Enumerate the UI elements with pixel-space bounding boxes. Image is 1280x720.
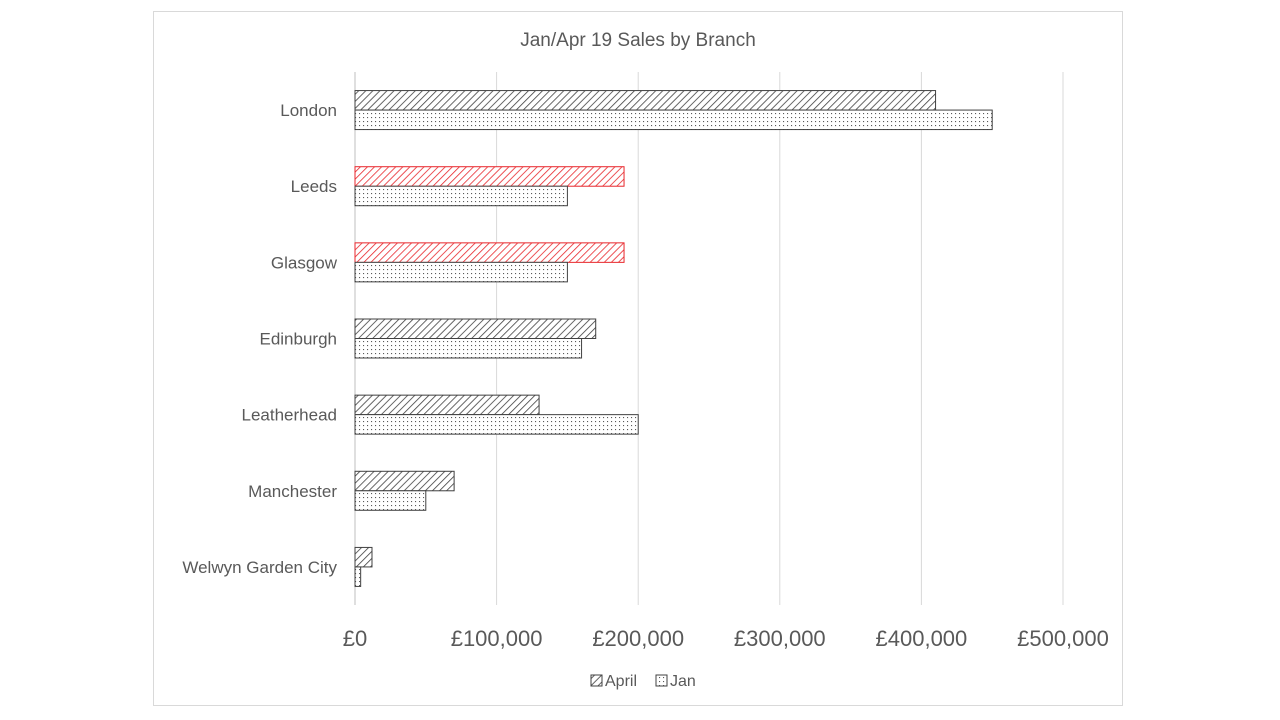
bar-jan-glasgow (354, 261, 568, 283)
bar-jan-edinburgh (354, 338, 583, 359)
bar-april-leeds (354, 166, 625, 187)
bar-jan-welwyn-garden-city (354, 566, 362, 587)
category-label: Manchester (248, 482, 337, 501)
x-tick-label: £500,000 (1017, 626, 1109, 651)
category-label: Welwyn Garden City (182, 558, 337, 577)
category-label: Glasgow (271, 253, 338, 272)
category-label: Leatherhead (242, 406, 337, 425)
bar-jan-london (354, 109, 993, 131)
bar-jan-leeds (354, 185, 568, 207)
x-tick-label: £400,000 (876, 626, 968, 651)
bar-april-leatherhead (354, 394, 540, 416)
x-tick-label: £0 (343, 626, 367, 651)
legend-label-jan: Jan (670, 673, 696, 690)
category-label: Edinburgh (259, 330, 337, 349)
bar-jan-manchester (354, 490, 427, 511)
legend-swatch-april (590, 674, 603, 687)
category-label: Leeds (291, 177, 337, 196)
legend-label-april: April (605, 673, 637, 690)
x-tick-label: £200,000 (592, 626, 684, 651)
x-tick-label: £100,000 (451, 626, 543, 651)
bar-jan-leatherhead (354, 414, 639, 435)
bar-chart: Jan/Apr 19 Sales by Branch London Leeds Gl… (182, 30, 1109, 690)
bar-april-welwyn-garden-city (354, 546, 373, 568)
category-label: London (280, 101, 337, 120)
x-tick-label: £300,000 (734, 626, 826, 651)
chart-title: Jan/Apr 19 Sales by Branch (520, 30, 756, 51)
bar-april-london (354, 90, 937, 111)
bar-april-glasgow (354, 242, 625, 263)
bar-april-manchester (354, 470, 455, 492)
bar-april-edinburgh (354, 318, 597, 339)
legend-swatch-jan (655, 674, 668, 687)
chart-area: Jan/Apr 19 Sales by Branch London Leeds Gl… (153, 11, 1123, 706)
